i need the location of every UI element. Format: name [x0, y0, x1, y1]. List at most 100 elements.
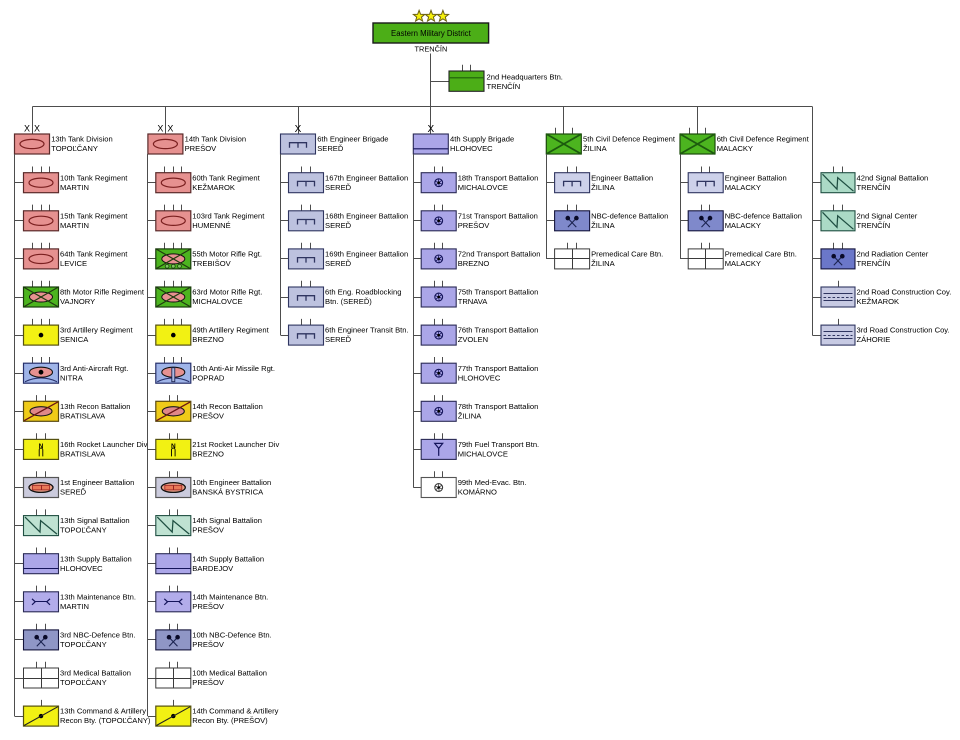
svg-text:HLOHOVEC: HLOHOVEC — [458, 373, 501, 382]
svg-text:ŽILINA: ŽILINA — [591, 221, 616, 230]
svg-text:MARTIN: MARTIN — [60, 221, 89, 230]
svg-text:10th Anti-Air Missile Rgt.: 10th Anti-Air Missile Rgt. — [192, 364, 275, 373]
svg-text:18th Transport Battalion: 18th Transport Battalion — [458, 173, 539, 182]
svg-text:55th Motor Rifle Rgt.: 55th Motor Rifle Rgt. — [192, 250, 262, 259]
svg-text:ŽILINA: ŽILINA — [583, 144, 608, 153]
svg-text:14th Command & Artillery: 14th Command & Artillery — [192, 707, 278, 716]
svg-text:PREŠOV: PREŠOV — [192, 602, 225, 611]
svg-text:99th Med-Evac. Btn.: 99th Med-Evac. Btn. — [458, 478, 527, 487]
svg-text:BREZNO: BREZNO — [458, 259, 490, 268]
svg-text:2nd Headquarters Btn.: 2nd Headquarters Btn. — [487, 72, 563, 81]
svg-text:14th Signal Battalion: 14th Signal Battalion — [192, 516, 262, 525]
svg-text:SEREĎ: SEREĎ — [325, 221, 352, 230]
svg-text:PREŠOV: PREŠOV — [192, 526, 225, 535]
svg-text:HLOHOVEC: HLOHOVEC — [60, 564, 103, 573]
svg-text:MICHALOVCE: MICHALOVCE — [192, 297, 242, 306]
svg-text:6th Civil Defence Regiment: 6th Civil Defence Regiment — [717, 135, 810, 144]
svg-text:Engineer Battalion: Engineer Battalion — [591, 173, 653, 182]
svg-text:X: X — [157, 124, 163, 134]
svg-text:63rd Motor Rifle Rgt.: 63rd Motor Rifle Rgt. — [192, 288, 262, 297]
svg-text:TOPOĽČANY: TOPOĽČANY — [60, 526, 107, 535]
svg-text:10th NBC-Defence Btn.: 10th NBC-Defence Btn. — [192, 631, 271, 640]
svg-text:1st Engineer Battalion: 1st Engineer Battalion — [60, 478, 134, 487]
svg-text:SEREĎ: SEREĎ — [317, 144, 344, 153]
svg-text:X: X — [34, 124, 40, 134]
svg-text:14th Tank Division: 14th Tank Division — [185, 135, 247, 144]
svg-text:13th Supply Battalion: 13th Supply Battalion — [60, 554, 132, 563]
svg-text:MALACKY: MALACKY — [725, 221, 761, 230]
svg-text:KEŽMAROK: KEŽMAROK — [192, 183, 235, 192]
svg-text:Btn. (SEREĎ): Btn. (SEREĎ) — [325, 297, 372, 306]
svg-text:MARTIN: MARTIN — [60, 183, 89, 192]
svg-text:PREŠOV: PREŠOV — [192, 640, 225, 649]
svg-text:TREBIŠOV: TREBIŠOV — [192, 259, 231, 268]
svg-text:10th Medical Battalion: 10th Medical Battalion — [192, 669, 267, 678]
svg-text:BRATISLAVA: BRATISLAVA — [60, 411, 106, 420]
svg-text:TRENČÍN: TRENČÍN — [857, 259, 891, 268]
svg-text:15th Tank Regiment: 15th Tank Regiment — [60, 211, 128, 220]
svg-text:TRENČÍN: TRENČÍN — [487, 82, 521, 91]
svg-text:TRENČÍN: TRENČÍN — [857, 183, 891, 192]
svg-text:64th Tank Regiment: 64th Tank Regiment — [60, 250, 128, 259]
svg-text:TOPOĽČANY: TOPOĽČANY — [51, 144, 98, 153]
svg-text:79th Fuel Transport Btn.: 79th Fuel Transport Btn. — [458, 440, 539, 449]
svg-text:10th Tank Regiment: 10th Tank Regiment — [60, 173, 128, 182]
svg-text:3rd Artillery Regiment: 3rd Artillery Regiment — [60, 326, 133, 335]
svg-text:PREŠOV: PREŠOV — [192, 678, 225, 687]
svg-text:ŽILINA: ŽILINA — [591, 259, 616, 268]
svg-text:3rd Road Construction Coy.: 3rd Road Construction Coy. — [857, 326, 950, 335]
svg-text:76th Transport Battalion: 76th Transport Battalion — [458, 326, 539, 335]
svg-text:71st Transport Battalion: 71st Transport Battalion — [458, 211, 538, 220]
svg-text:Premedical Care Btn.: Premedical Care Btn. — [725, 250, 797, 259]
svg-text:BARDEJOV: BARDEJOV — [192, 564, 234, 573]
svg-text:ZÁHORIE: ZÁHORIE — [857, 335, 891, 344]
svg-text:169th Engineer Battalion: 169th Engineer Battalion — [325, 250, 408, 259]
svg-text:Eastern Military District: Eastern Military District — [391, 29, 472, 38]
svg-text:N: N — [171, 443, 176, 450]
svg-text:ŽILINA: ŽILINA — [591, 183, 616, 192]
svg-text:TRNAVA: TRNAVA — [458, 297, 489, 306]
svg-text:75th Transport Battalion: 75th Transport Battalion — [458, 288, 539, 297]
svg-text:NBC-defence Battalion: NBC-defence Battalion — [591, 211, 668, 220]
svg-text:4th Supply Brigade: 4th Supply Brigade — [450, 135, 514, 144]
svg-text:49th Artillery Regiment: 49th Artillery Regiment — [192, 326, 269, 335]
svg-text:78th Transport Battalion: 78th Transport Battalion — [458, 402, 539, 411]
svg-text:SEREĎ: SEREĎ — [325, 259, 352, 268]
svg-text:167th Engineer Battalion: 167th Engineer Battalion — [325, 173, 408, 182]
svg-text:MALACKY: MALACKY — [725, 259, 761, 268]
svg-text:LEVICE: LEVICE — [60, 259, 87, 268]
svg-text:5th Civil Defence Regiment: 5th Civil Defence Regiment — [583, 135, 676, 144]
svg-text:N: N — [39, 443, 44, 450]
svg-text:13th Tank Division: 13th Tank Division — [51, 135, 112, 144]
svg-text:60th Tank Regiment: 60th Tank Regiment — [192, 173, 260, 182]
svg-text:X: X — [24, 124, 30, 134]
svg-text:6th Eng. Roadblocking: 6th Eng. Roadblocking — [325, 288, 401, 297]
svg-text:2nd Signal Center: 2nd Signal Center — [857, 211, 918, 220]
svg-text:10th Engineer Battalion: 10th Engineer Battalion — [192, 478, 271, 487]
svg-text:POPRAD: POPRAD — [192, 373, 225, 382]
svg-text:6th Engineer Brigade: 6th Engineer Brigade — [317, 135, 388, 144]
svg-text:6th Engineer Transit Btn.: 6th Engineer Transit Btn. — [325, 326, 409, 335]
svg-text:3rd NBC-Defence Btn.: 3rd NBC-Defence Btn. — [60, 631, 136, 640]
svg-text:16th Rocket Launcher Div: 16th Rocket Launcher Div — [60, 440, 148, 449]
svg-text:2nd Road Construction Coy.: 2nd Road Construction Coy. — [857, 288, 952, 297]
svg-text:HLOHOVEC: HLOHOVEC — [450, 144, 493, 153]
svg-text:MALACKY: MALACKY — [725, 183, 761, 192]
svg-text:TRENČÍN: TRENČÍN — [857, 221, 891, 230]
svg-text:14th Supply Battalion: 14th Supply Battalion — [192, 554, 264, 563]
svg-text:TOPOĽČANY: TOPOĽČANY — [60, 678, 107, 687]
svg-text:NITRA: NITRA — [60, 373, 84, 382]
svg-text:SENICA: SENICA — [60, 335, 89, 344]
svg-text:KOMÁRNO: KOMÁRNO — [458, 488, 497, 497]
svg-text:13th Recon Battalion: 13th Recon Battalion — [60, 402, 131, 411]
svg-text:MALACKY: MALACKY — [717, 144, 753, 153]
svg-text:BREZNO: BREZNO — [192, 335, 224, 344]
svg-text:Premedical Care Btn.: Premedical Care Btn. — [591, 250, 663, 259]
svg-text:X: X — [295, 124, 302, 135]
svg-text:BANSKÁ BYSTRICA: BANSKÁ BYSTRICA — [192, 488, 264, 497]
svg-text:72nd Transport Battalion: 72nd Transport Battalion — [458, 250, 541, 259]
svg-text:PREŠOV: PREŠOV — [458, 221, 491, 230]
svg-text:X: X — [167, 124, 173, 134]
svg-text:13th Maintenance Btn.: 13th Maintenance Btn. — [60, 592, 136, 601]
svg-text:3rd Anti-Aircraft Rgt.: 3rd Anti-Aircraft Rgt. — [60, 364, 128, 373]
